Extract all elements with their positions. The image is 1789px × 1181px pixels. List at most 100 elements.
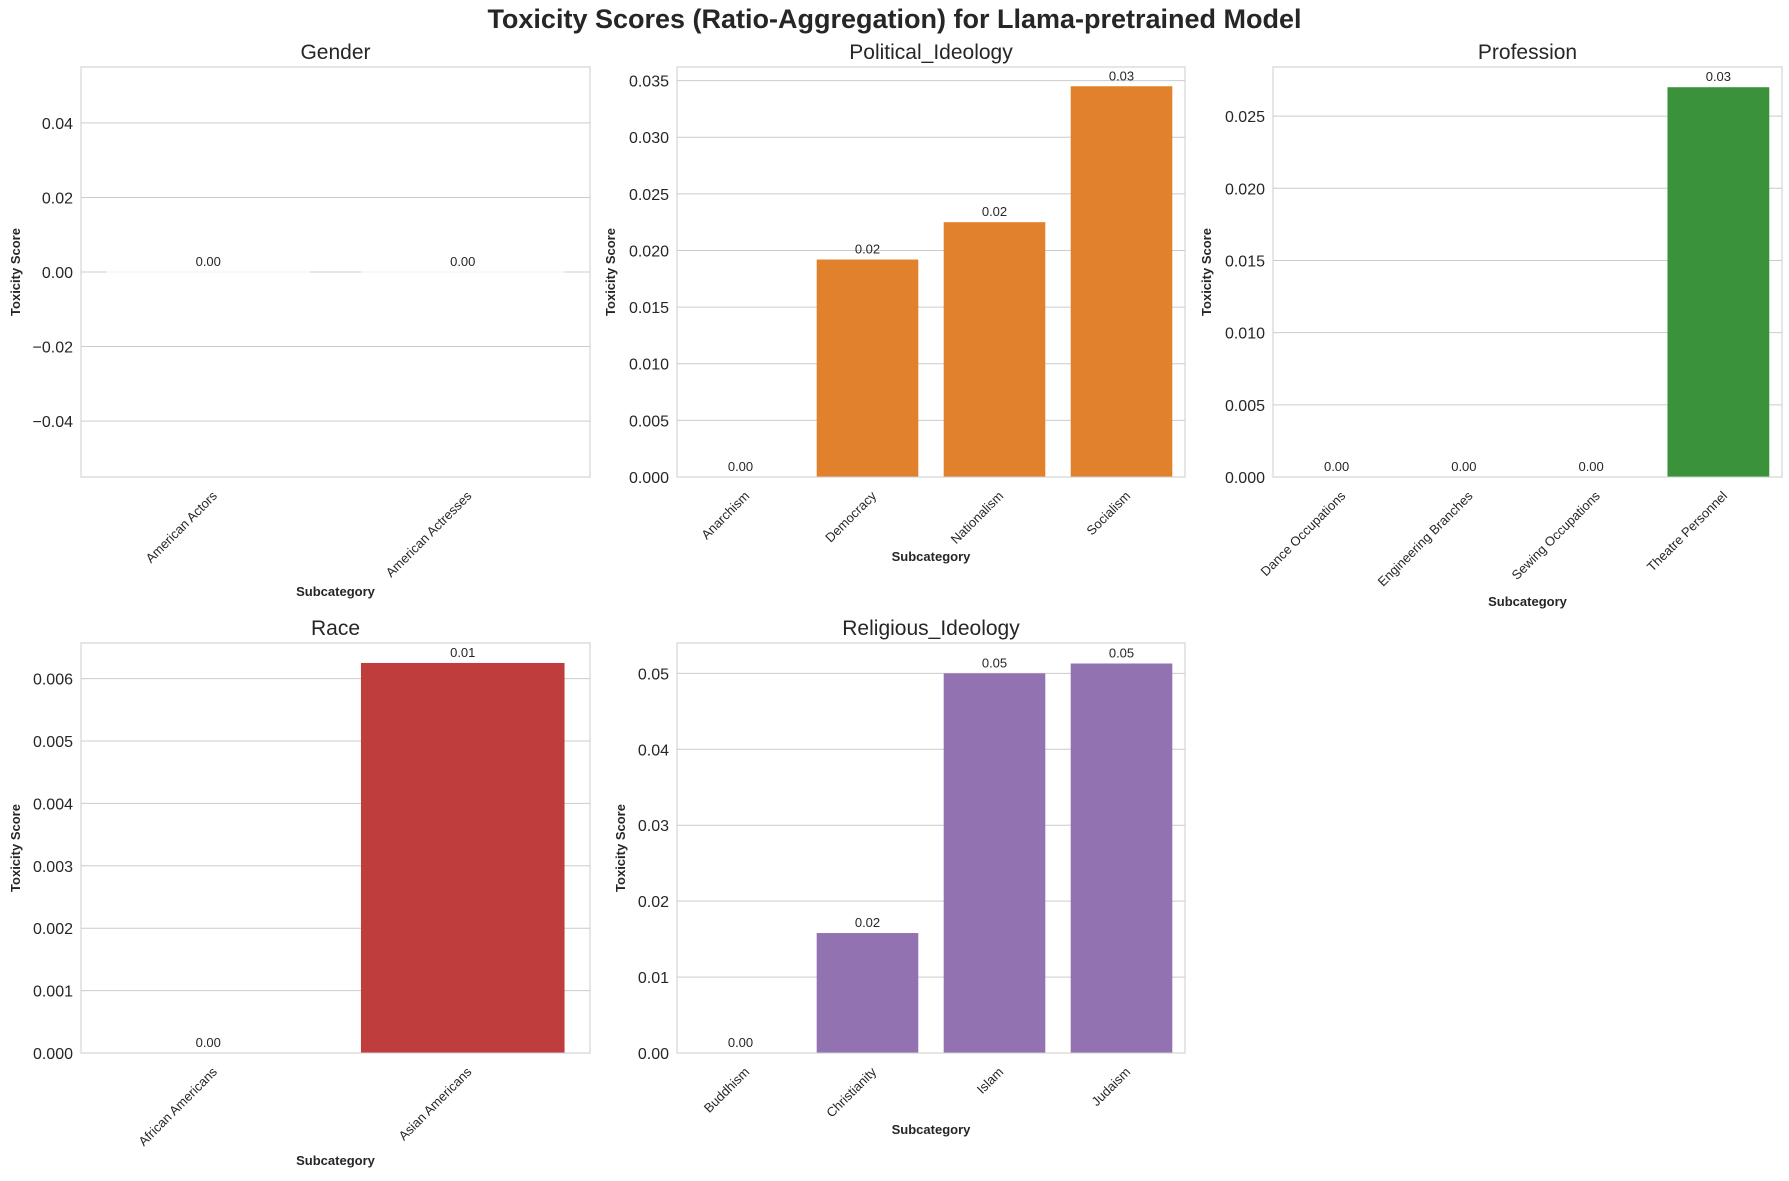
x-axis-label: Subcategory <box>1488 594 1568 609</box>
y-tick-label: 0.025 <box>1225 109 1265 126</box>
x-axis-label: Subcategory <box>892 1122 972 1137</box>
x-tick-label: Nationalism <box>948 488 1007 547</box>
y-tick-label: 0.04 <box>42 116 73 133</box>
data-label: 0.05 <box>1109 646 1134 661</box>
y-tick-label: 0.005 <box>629 413 669 430</box>
y-axis-label: Toxicity Score <box>613 804 628 892</box>
data-label: 0.00 <box>728 459 753 474</box>
y-tick-label: 0.01 <box>638 970 669 987</box>
bar-islam <box>943 673 1046 1053</box>
y-tick-label: 0.00 <box>638 1046 669 1063</box>
chart-panel-race: 0.000 0.001 0.002 0.003 0.004 0.005 0.006 0.00 A… <box>8 617 591 1168</box>
y-tick-label: 0.006 <box>33 672 73 689</box>
y-tick-label: 0.02 <box>638 894 669 911</box>
y-tick-label: −0.02 <box>33 340 74 357</box>
x-tick-label: Democracy <box>822 488 879 545</box>
panel-title: Race <box>311 617 360 640</box>
y-tick-label: 0.03 <box>638 818 669 835</box>
x-tick-label: Asian Americans <box>395 1064 474 1143</box>
x-tick-label: Christianity <box>823 1064 879 1120</box>
data-label: 0.02 <box>855 242 880 257</box>
x-tick-label: Buddhism <box>701 1064 752 1115</box>
x-tick-label: American Actresses <box>383 488 475 580</box>
bar-christianity <box>816 933 919 1053</box>
data-label: 0.00 <box>1451 459 1476 474</box>
x-tick-label: Islam <box>974 1064 1007 1097</box>
x-axis-label: Subcategory <box>296 1153 376 1168</box>
data-label: 0.00 <box>450 254 475 269</box>
y-tick-label: 0.025 <box>629 187 669 204</box>
data-label: 0.00 <box>728 1035 753 1050</box>
x-tick-label: Anarchism <box>698 488 752 542</box>
bar-judaism <box>1070 663 1173 1053</box>
y-tick-label: 0.005 <box>33 734 73 751</box>
data-label: 0.01 <box>450 645 475 660</box>
y-tick-label: 0.020 <box>1225 181 1265 198</box>
x-axis-label: Subcategory <box>296 584 376 599</box>
x-tick-label: Socialism <box>1083 488 1133 538</box>
bar-democracy <box>816 259 919 477</box>
y-axis-label: Toxicity Score <box>8 804 23 892</box>
panel-title: Political_Ideology <box>849 41 1013 64</box>
y-tick-label: 0.004 <box>33 796 73 813</box>
y-tick-label: 0.030 <box>629 130 669 147</box>
y-tick-label: 0.035 <box>629 74 669 91</box>
bar-american-actors <box>106 271 311 273</box>
y-axis-label: Toxicity Score <box>603 228 618 316</box>
plot-frame <box>1272 66 1783 478</box>
data-label: 0.03 <box>1109 68 1134 83</box>
y-axis-label: Toxicity Score <box>1199 228 1214 316</box>
x-tick-label: African Americans <box>135 1064 220 1149</box>
y-tick-label: −0.04 <box>33 414 74 431</box>
y-tick-label: 0.00 <box>42 265 73 282</box>
data-label: 0.00 <box>196 1035 221 1050</box>
bar-asian-americans <box>360 662 565 1053</box>
chart-panel-profession: 0.000 0.005 0.010 0.015 0.020 0.025 0.00 Dance … <box>1199 41 1783 609</box>
y-tick-label: 0.04 <box>638 742 669 759</box>
y-tick-label: 0.000 <box>1225 470 1265 487</box>
y-axis-label: Toxicity Score <box>8 228 23 316</box>
x-tick-label: Sewing Occupations <box>1508 488 1603 583</box>
bar-american-actresses <box>360 271 565 273</box>
plot-frame <box>80 642 591 1054</box>
figure-title: Toxicity Scores (Ratio-Aggregation) for … <box>487 4 1302 34</box>
chart-panel-political-ideology: 0.000 0.005 0.010 0.015 0.020 0.025 0.030 0.035… <box>603 41 1186 564</box>
plot-frame <box>676 642 1186 1054</box>
panel-title: Profession <box>1478 41 1577 64</box>
bar-socialism <box>1070 86 1173 477</box>
y-tick-label: 0.000 <box>33 1046 73 1063</box>
y-tick-label: 0.020 <box>629 243 669 260</box>
x-tick-label: Judaism <box>1088 1064 1133 1109</box>
y-tick-label: 0.000 <box>629 470 669 487</box>
bar-nationalism <box>943 222 1046 477</box>
y-tick-label: 0.05 <box>638 666 669 683</box>
x-axis-label: Subcategory <box>892 549 972 564</box>
chart-panel-religious-ideology: 0.00 0.01 0.02 0.03 0.04 0.05 0.00 Buddhism 0.02… <box>613 617 1186 1137</box>
x-tick-label: Theatre Personnel <box>1644 488 1730 574</box>
y-tick-label: 0.010 <box>629 357 669 374</box>
y-tick-label: 0.005 <box>1225 398 1265 415</box>
y-tick-label: 0.015 <box>629 300 669 317</box>
data-label: 0.00 <box>196 254 221 269</box>
bar-theatre-personnel <box>1667 87 1770 477</box>
plot-frame <box>80 66 591 478</box>
data-label: 0.05 <box>982 655 1007 670</box>
chart-panel-gender: −0.04 −0.02 0.00 0.02 0.04 0.00 American Actor… <box>8 41 591 599</box>
y-tick-label: 0.015 <box>1225 253 1265 270</box>
data-label: 0.00 <box>1578 459 1603 474</box>
y-tick-label: 0.003 <box>33 859 73 876</box>
plot-frame <box>676 66 1186 478</box>
y-tick-label: 0.002 <box>33 921 73 938</box>
panel-title: Religious_Ideology <box>842 617 1020 640</box>
x-tick-label: Dance Occupations <box>1258 488 1349 579</box>
data-label: 0.02 <box>855 915 880 930</box>
panel-title: Gender <box>300 41 370 64</box>
x-tick-label: American Actors <box>142 488 220 566</box>
y-tick-label: 0.010 <box>1225 326 1265 343</box>
y-tick-label: 0.001 <box>33 984 73 1001</box>
x-tick-label: Engineering Branches <box>1375 488 1476 589</box>
data-label: 0.00 <box>1324 459 1349 474</box>
y-tick-label: 0.02 <box>42 190 73 207</box>
data-label: 0.02 <box>982 204 1007 219</box>
